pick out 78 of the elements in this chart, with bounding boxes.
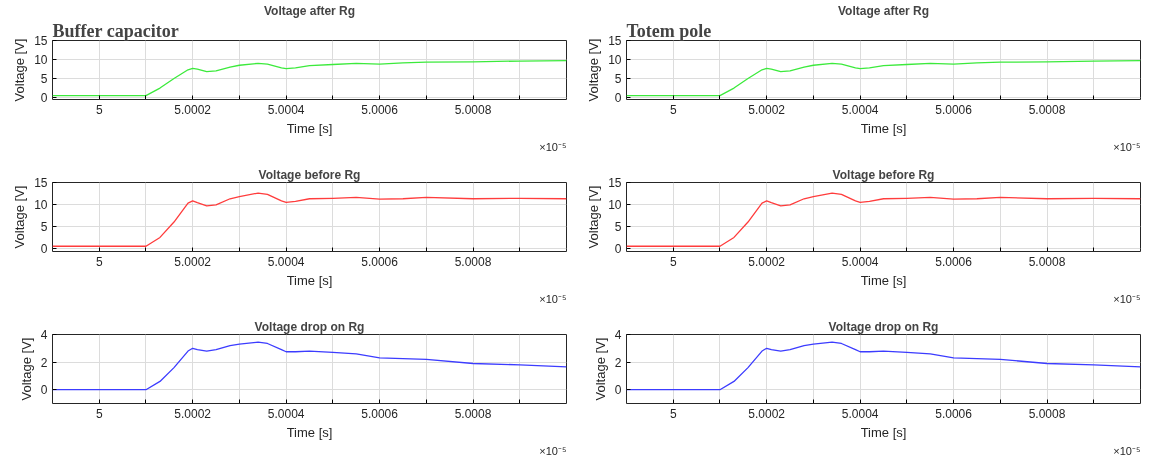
x-axis-title: Time [s]	[860, 120, 907, 136]
y-tick-label: 5	[40, 72, 48, 87]
x-tick-label: 5.0006	[361, 102, 399, 117]
y-axis-title: Voltage [V]	[12, 38, 28, 102]
x-axis-title: Time [s]	[286, 120, 333, 136]
chart-title: Voltage after Rg	[837, 3, 930, 18]
x-tick-label: 5.0006	[361, 254, 399, 269]
text: ×10⁻⁵	[539, 444, 567, 457]
y-tick-label: 10	[34, 197, 48, 212]
x-axis-title: Time [s]	[286, 272, 333, 288]
x-tick-label: 5.0002	[748, 102, 786, 117]
x-axis-title: Time [s]	[860, 272, 907, 288]
x-tick-label: 5.0008	[1028, 406, 1066, 421]
x-axis-title: Time [s]	[860, 424, 907, 440]
y-tick-label: 4	[614, 328, 622, 342]
x-tick-label: 5.0002	[748, 406, 786, 421]
x-tick-label: 5.0008	[454, 406, 492, 421]
x-tick-label: 5.0006	[935, 102, 973, 117]
y-axis-title: Voltage [V]	[586, 38, 602, 102]
y-axis-title: Voltage [V]	[12, 185, 28, 249]
x-tick-label: 5.0002	[174, 406, 212, 421]
y-tick-label: 15	[608, 34, 622, 48]
y-tick-label: 15	[608, 176, 622, 190]
x-tick-label: 5	[669, 254, 677, 269]
y-tick-label: 5	[614, 72, 622, 87]
y-tick-label: 0	[614, 241, 622, 256]
x-tick-label: 5.0004	[841, 406, 879, 421]
y-tick-label: 2	[614, 355, 622, 370]
x-axis-title: Time [s]	[286, 424, 333, 440]
y-tick-label: 10	[608, 197, 622, 212]
text: ×10⁻⁵	[539, 292, 567, 305]
text: ×10⁻⁵	[1113, 444, 1141, 457]
y-tick-label: 10	[34, 53, 48, 68]
x-tick-label: 5.0002	[174, 102, 212, 117]
y-tick-label: 0	[614, 383, 622, 398]
x-tick-label: 5.0008	[1028, 102, 1066, 117]
y-tick-label: 0	[40, 383, 48, 398]
x-tick-label: 5.0008	[454, 102, 492, 117]
x-tick-label: 5.0004	[267, 406, 305, 421]
text: ×10⁻⁵	[539, 140, 567, 153]
chart-title: Voltage before Rg	[832, 167, 935, 182]
chart-title: Voltage after Rg	[263, 3, 356, 18]
x-tick-label: 5.0004	[267, 254, 305, 269]
chart-title: Voltage drop on Rg	[828, 319, 939, 334]
y-tick-label: 10	[608, 53, 622, 68]
annotation: Buffer capacitor	[52, 20, 179, 41]
y-tick-label: 0	[40, 91, 48, 106]
y-axis-title: Voltage [V]	[18, 337, 34, 401]
y-tick-label: 0	[614, 91, 622, 106]
y-axis-title: Voltage [V]	[592, 337, 608, 401]
annotation: Totem pole	[626, 20, 712, 41]
x-tick-label: 5	[95, 254, 103, 269]
y-tick-label: 4	[40, 328, 48, 342]
x-tick-label: 5	[95, 102, 103, 117]
x-tick-label: 5.0002	[748, 254, 786, 269]
x-tick-label: 5.0006	[935, 254, 973, 269]
x-tick-label: 5.0006	[361, 406, 399, 421]
x-tick-label: 5	[669, 406, 677, 421]
x-tick-label: 5.0004	[841, 254, 879, 269]
text: ×10⁻⁵	[1113, 140, 1141, 153]
y-tick-label: 5	[40, 219, 48, 234]
x-tick-label: 5	[669, 102, 677, 117]
x-tick-label: 5.0008	[454, 254, 492, 269]
x-tick-label: 5.0004	[841, 102, 879, 117]
y-tick-label: 5	[614, 219, 622, 234]
chart-title: Voltage drop on Rg	[254, 319, 365, 334]
y-tick-label: 0	[40, 241, 48, 256]
text: ×10⁻⁵	[1113, 292, 1141, 305]
chart-title: Voltage before Rg	[258, 167, 361, 182]
y-tick-label: 15	[34, 176, 48, 190]
x-tick-label: 5.0004	[267, 102, 305, 117]
y-tick-label: 15	[34, 34, 48, 48]
x-tick-label: 5	[95, 406, 103, 421]
y-axis-title: Voltage [V]	[586, 185, 602, 249]
y-tick-label: 2	[40, 355, 48, 370]
x-tick-label: 5.0006	[935, 406, 973, 421]
x-tick-label: 5.0002	[174, 254, 212, 269]
x-tick-label: 5.0008	[1028, 254, 1066, 269]
